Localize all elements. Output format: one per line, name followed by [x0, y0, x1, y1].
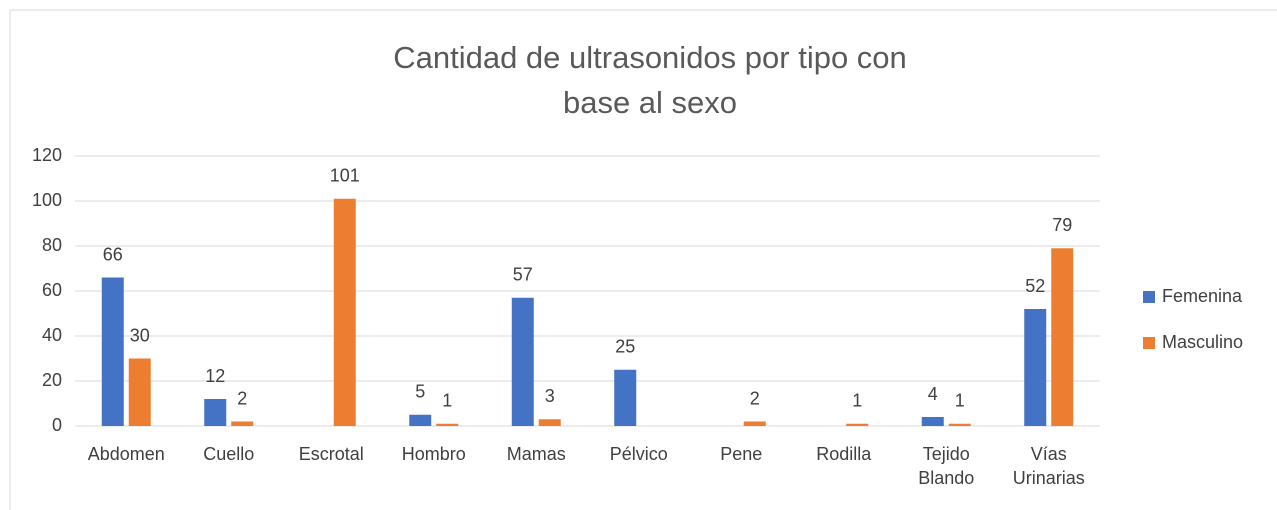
- data-label: 79: [1052, 215, 1072, 235]
- x-tick-label: Pélvico: [609, 444, 668, 464]
- y-tick-label: 40: [42, 325, 62, 345]
- chart-title: Cantidad de ultrasonidos por tipo con ba…: [393, 40, 907, 120]
- bar: [436, 423, 459, 426]
- bar: [101, 277, 124, 426]
- bar: [538, 419, 561, 426]
- y-tick-label: 60: [42, 280, 62, 300]
- data-label: 1: [852, 391, 862, 411]
- legend-swatch: [1143, 337, 1155, 349]
- bar: [1024, 309, 1047, 426]
- bar: [128, 358, 151, 426]
- data-label: 2: [237, 388, 247, 408]
- x-tick-label: Vías Urinarias: [1012, 444, 1085, 488]
- bar: [921, 417, 944, 426]
- legend-label: Femenina: [1162, 286, 1243, 306]
- x-tick-label: Escrotal: [298, 444, 364, 464]
- title-box: Cantidad de ultrasonidos por tipo con ba…: [393, 40, 907, 120]
- x-tick-label: Tejido Blando: [918, 444, 975, 488]
- bar: [614, 369, 637, 426]
- x-tick-label: Mamas: [506, 444, 566, 464]
- data-label: 4: [928, 384, 938, 404]
- data-label: 3: [545, 386, 555, 406]
- chart-border: [9, 9, 1277, 510]
- x-tick-label: Pene: [720, 444, 763, 464]
- data-label: 1: [442, 391, 452, 411]
- bar: [743, 421, 766, 426]
- x-tick-label: Hombro: [401, 444, 466, 464]
- bar: [333, 198, 356, 426]
- y-tick-label: 120: [32, 145, 62, 165]
- bar: [231, 421, 254, 426]
- y-tick-label: 20: [42, 370, 62, 390]
- bar: [1051, 248, 1074, 426]
- bar: [948, 423, 971, 426]
- data-label: 66: [103, 244, 123, 264]
- data-label: 52: [1025, 276, 1045, 296]
- data-label: 5: [415, 382, 425, 402]
- y-tick-label: 80: [42, 235, 62, 255]
- data-label: 57: [513, 265, 533, 285]
- bar: [409, 414, 432, 426]
- data-label: 25: [615, 337, 635, 357]
- y-tick-label: 0: [52, 415, 62, 435]
- x-tick-label: Abdomen: [87, 444, 165, 464]
- data-label: 30: [130, 325, 150, 345]
- bar: [846, 423, 869, 426]
- data-label: 1: [955, 391, 965, 411]
- bar: [204, 399, 227, 426]
- bar: [511, 297, 534, 426]
- legend-label: Masculino: [1162, 332, 1243, 352]
- data-label: 2: [750, 388, 760, 408]
- y-tick-label: 100: [32, 190, 62, 210]
- data-label: 101: [330, 166, 360, 186]
- data-label: 12: [205, 366, 225, 386]
- x-tick-label: Cuello: [203, 444, 255, 464]
- legend-swatch: [1143, 291, 1155, 303]
- x-tick-label: Rodilla: [816, 444, 872, 464]
